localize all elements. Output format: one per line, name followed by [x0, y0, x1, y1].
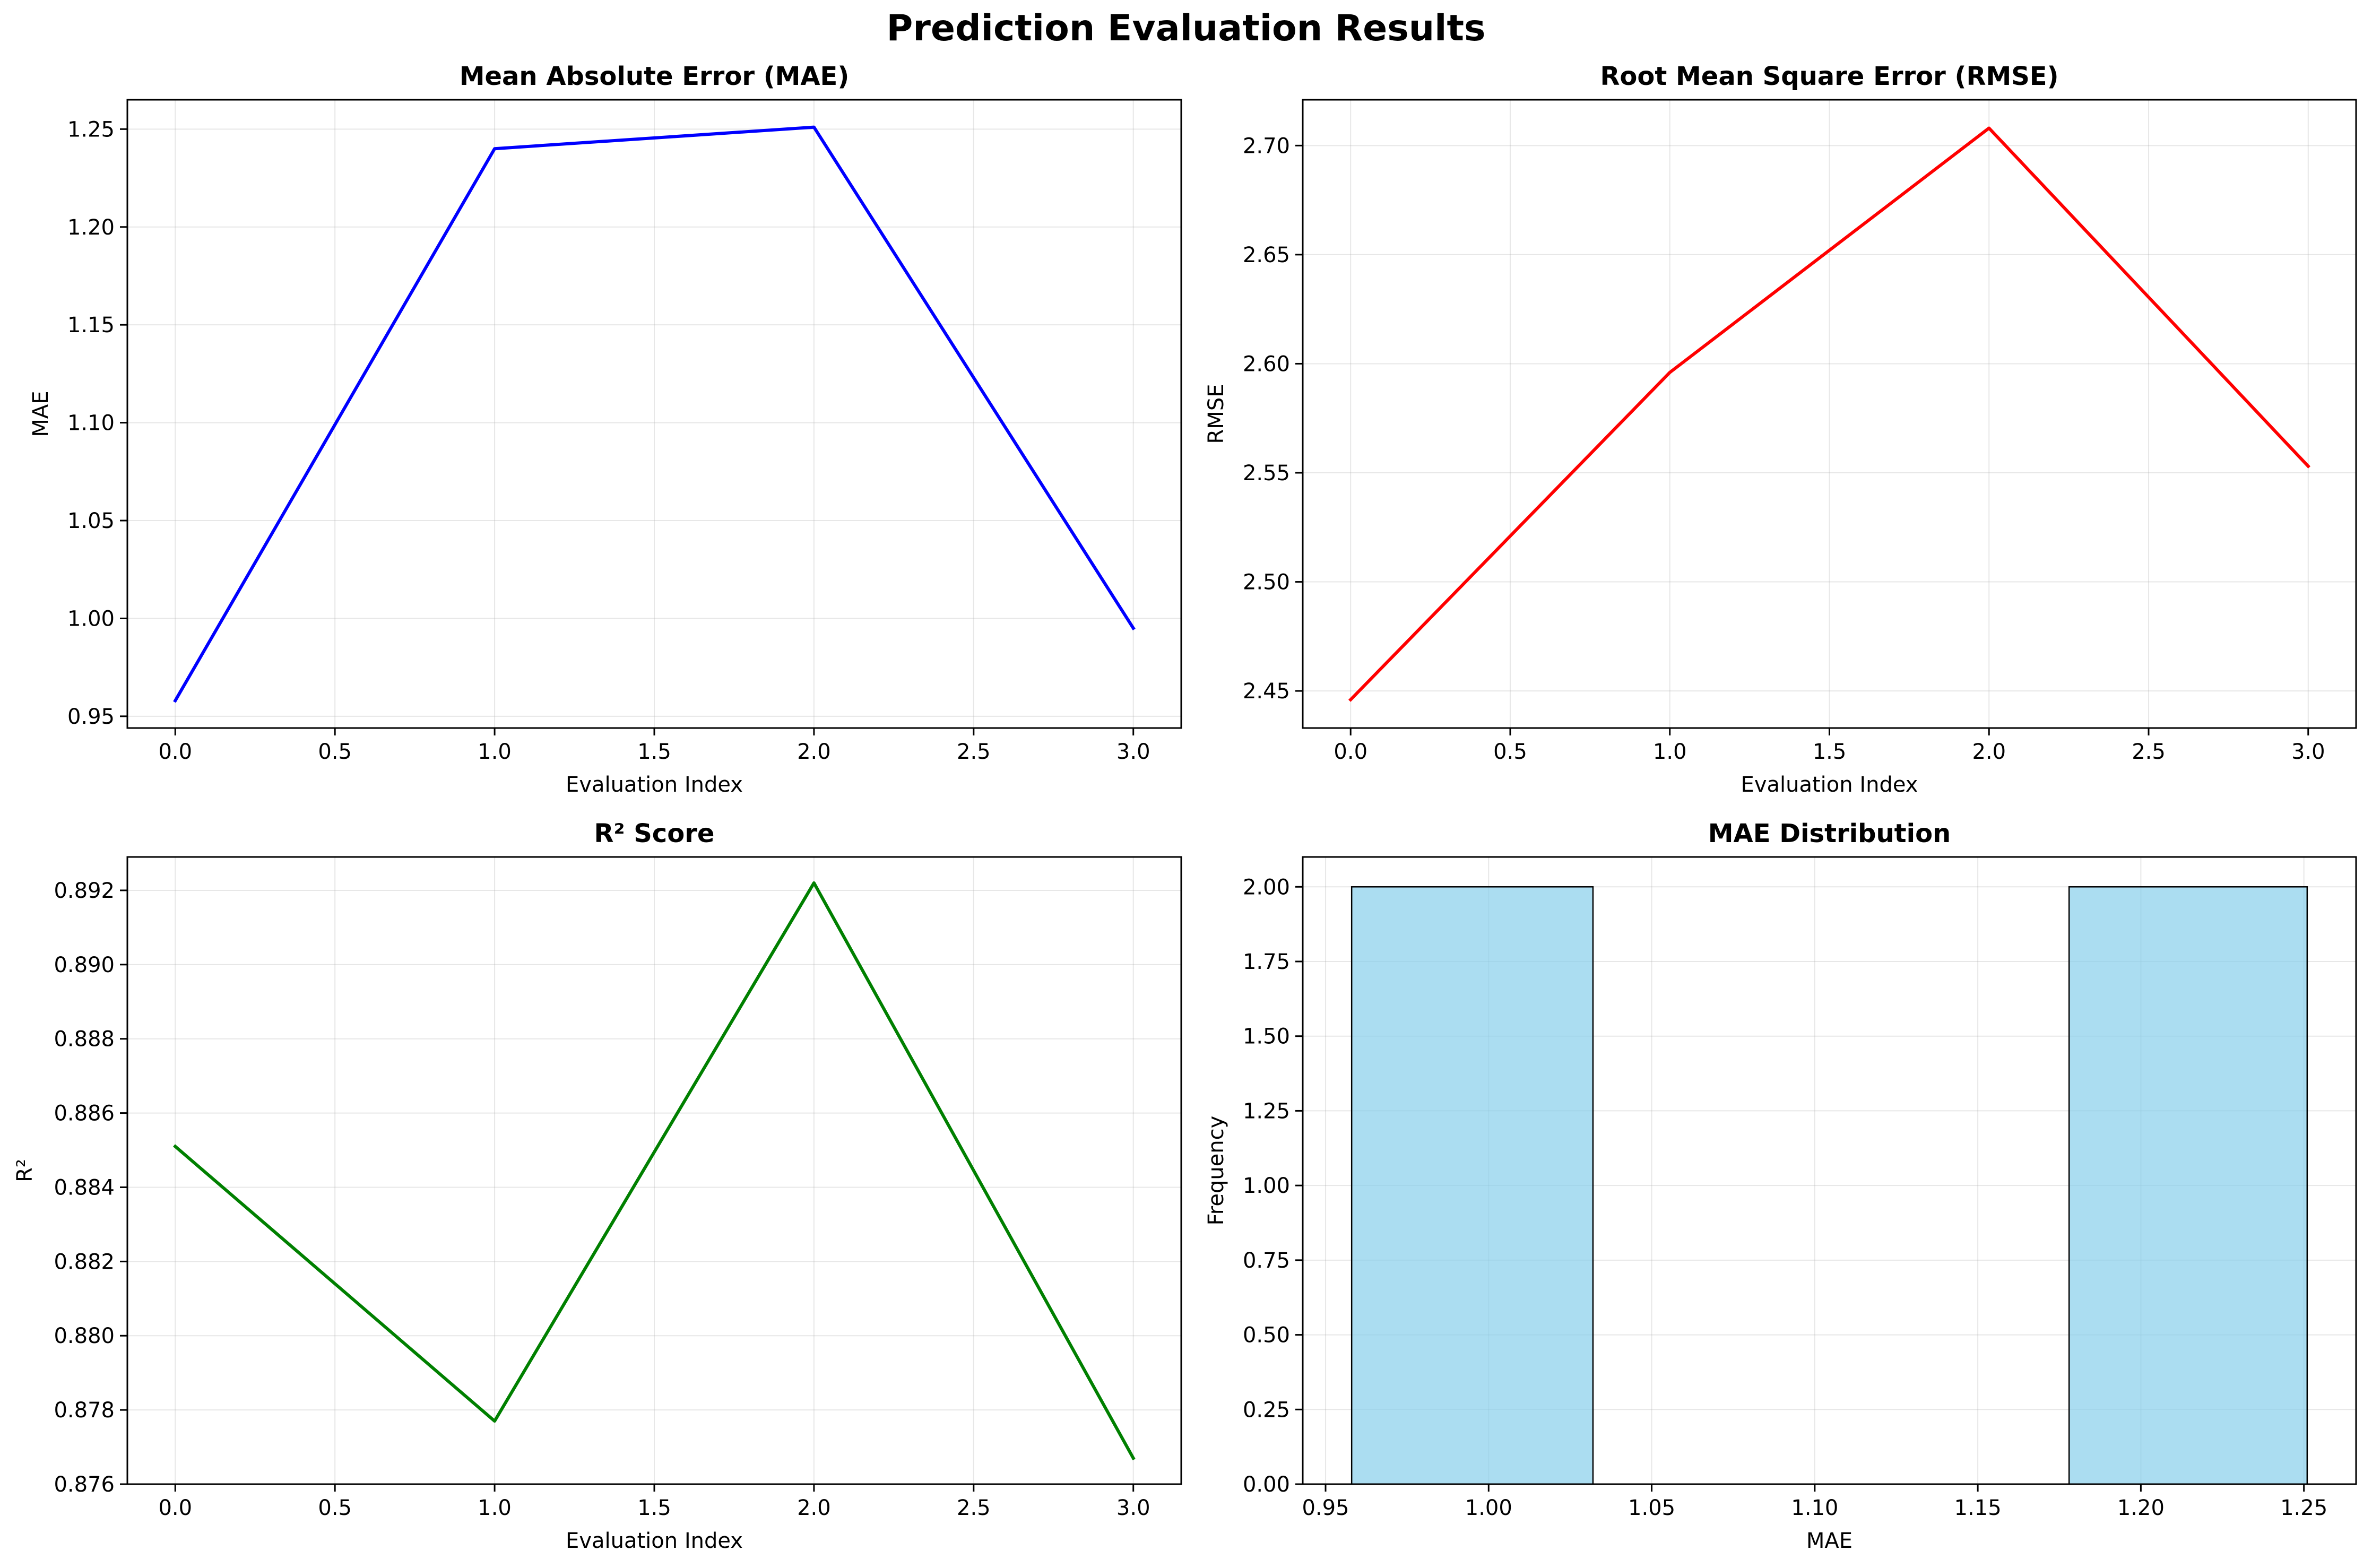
x-tick-label: 0.5: [318, 740, 352, 764]
x-tick-label: 2.5: [2132, 740, 2166, 764]
x-tick-label: 2.0: [797, 1496, 831, 1520]
x-tick-label: 1.10: [1791, 1496, 1838, 1520]
y-tick-label: 0.892: [54, 879, 115, 903]
y-tick-label: 1.00: [1243, 1174, 1290, 1198]
y-tick-label: 1.20: [67, 215, 115, 240]
y-tick-label: 2.45: [1243, 679, 1290, 704]
series-line: [173, 881, 1136, 1461]
x-tick-label: 1.0: [478, 740, 512, 764]
x-axis-label: Evaluation Index: [566, 1529, 743, 1553]
histogram-bar: [1351, 886, 1594, 1485]
y-tick-label: 0.878: [54, 1398, 115, 1423]
x-tick-label: 1.5: [637, 1496, 671, 1520]
y-tick-label: 0.25: [1243, 1398, 1290, 1422]
x-axis-label: MAE: [1806, 1529, 1852, 1553]
y-tick-label: 0.884: [54, 1175, 115, 1200]
y-tick-label: 1.25: [67, 117, 115, 142]
x-tick-label: 1.5: [637, 740, 671, 764]
y-tick-label: 0.75: [1243, 1249, 1290, 1273]
y-tick-label: 0.50: [1243, 1323, 1290, 1348]
y-tick-label: 2.50: [1243, 570, 1290, 595]
chart-title: Root Mean Square Error (RMSE): [1600, 62, 2058, 91]
y-tick-label: 0.886: [54, 1102, 115, 1126]
x-tick-label: 3.0: [2291, 740, 2325, 764]
y-axis-label: Frequency: [1204, 1116, 1228, 1226]
y-tick-label: 0.890: [54, 953, 115, 977]
chart-panel-3: 0.0 0.5 1.0 1.5 2.0 2.5 3.0 0.876 0.878 0.880 0.88…: [13, 819, 1182, 1553]
axes-frame: [1302, 856, 2357, 1485]
x-tick-label: 0.0: [1334, 740, 1367, 764]
histogram-bar: [2068, 886, 2308, 1485]
x-tick-label: 2.5: [957, 740, 991, 764]
y-tick-label: 1.00: [67, 607, 115, 631]
x-tick-label: 0.5: [1493, 740, 1527, 764]
x-tick-label: 1.0: [478, 1496, 512, 1520]
x-axis-label: Evaluation Index: [566, 773, 743, 797]
y-axis-label: MAE: [29, 391, 53, 437]
chart-panel-4: 0.95 1.00 1.05 1.10 1.15 1.20 1.25 0.00 0.25 0.50…: [1204, 819, 2357, 1553]
chart-title: R² Score: [594, 819, 715, 848]
x-tick-label: 0.0: [158, 740, 192, 764]
y-tick-label: 2.55: [1243, 461, 1290, 486]
x-tick-label: 1.5: [1813, 740, 1847, 764]
x-tick-label: 3.0: [1116, 1496, 1150, 1520]
x-tick-label: 1.00: [1465, 1496, 1512, 1520]
x-tick-label: 3.0: [1116, 740, 1150, 764]
y-tick-label: 1.05: [67, 509, 115, 533]
y-tick-label: 0.00: [1243, 1472, 1290, 1497]
x-tick-label: 2.0: [797, 740, 831, 764]
series-line: [173, 125, 1136, 703]
y-tick-label: 2.70: [1243, 134, 1290, 158]
y-tick-label: 0.95: [67, 705, 115, 729]
series-line: [1348, 126, 2311, 702]
x-tick-label: 2.0: [1972, 740, 2006, 764]
x-tick-label: 1.20: [2117, 1496, 2165, 1520]
chart-panel-2: 0.0 0.5 1.0 1.5 2.0 2.5 3.0 2.45 2.50 2.55 2.60 2.6…: [1204, 62, 2357, 797]
x-tick-label: 1.05: [1628, 1496, 1675, 1520]
chart-title: Mean Absolute Error (MAE): [460, 62, 850, 91]
y-tick-label: 0.880: [54, 1324, 115, 1348]
y-tick-label: 0.882: [54, 1250, 115, 1274]
x-tick-label: 1.25: [2280, 1496, 2327, 1520]
y-tick-label: 2.65: [1243, 243, 1290, 267]
chart-title: MAE Distribution: [1708, 819, 1951, 848]
y-tick-label: 1.15: [67, 313, 115, 337]
y-axis-label: R²: [13, 1159, 37, 1182]
x-tick-label: 0.0: [158, 1496, 192, 1520]
y-axis-label: RMSE: [1204, 384, 1228, 444]
x-tick-label: 1.0: [1653, 740, 1687, 764]
figure-title: Prediction Evaluation Results: [886, 7, 1486, 49]
y-tick-label: 1.75: [1243, 950, 1290, 974]
x-tick-label: 0.5: [318, 1496, 352, 1520]
y-tick-label: 1.25: [1243, 1099, 1290, 1123]
y-tick-label: 2.60: [1243, 352, 1290, 376]
x-tick-label: 0.95: [1302, 1496, 1349, 1520]
x-tick-label: 2.5: [957, 1496, 991, 1520]
x-axis-label: Evaluation Index: [1741, 773, 1918, 797]
chart-panel-1: 0.0 0.5 1.0 1.5 2.0 2.5 3.0 0.95 1.00 1.05 1.10 1.1…: [29, 62, 1182, 797]
y-tick-label: 1.50: [1243, 1025, 1290, 1049]
y-tick-label: 2.00: [1243, 875, 1290, 899]
y-tick-label: 0.876: [54, 1472, 115, 1497]
x-tick-label: 1.15: [1954, 1496, 2002, 1520]
y-tick-label: 0.888: [54, 1027, 115, 1052]
y-tick-label: 1.10: [67, 411, 115, 436]
